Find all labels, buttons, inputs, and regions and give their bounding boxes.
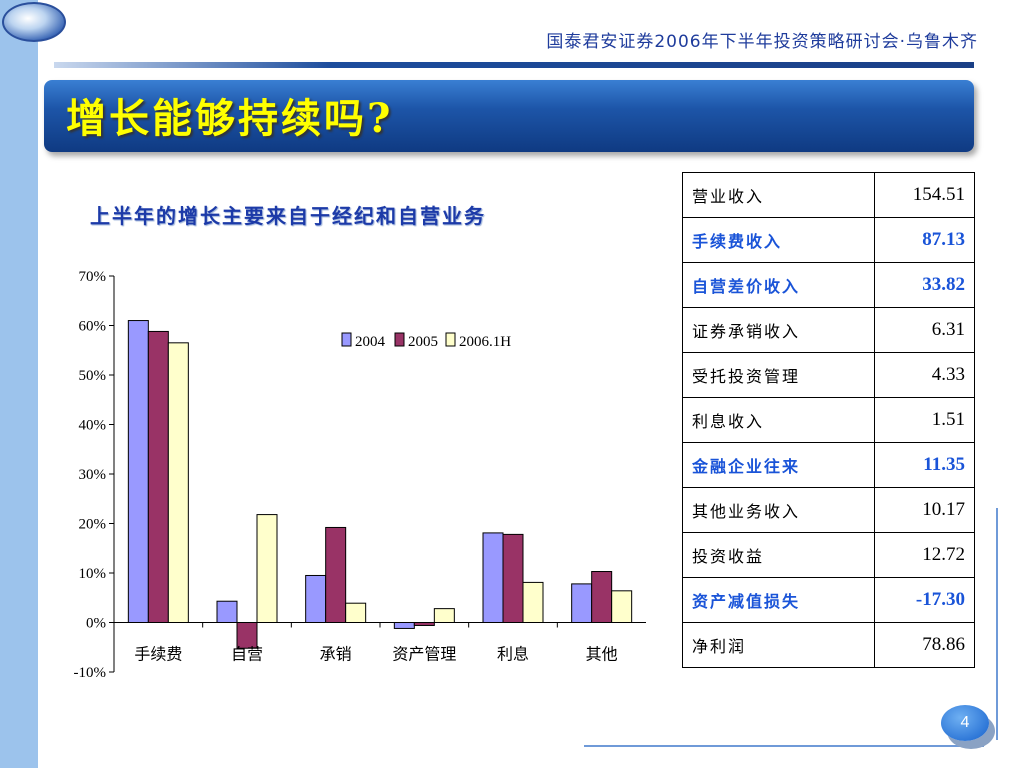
table-row: 其他业务收入 10.17	[682, 487, 975, 533]
table-row-label: 金融企业往来	[682, 442, 875, 488]
table-row: 净利润 78.86	[682, 622, 975, 668]
table-row: 证券承销收入 6.31	[682, 307, 975, 353]
y-tick-label: 40%	[79, 418, 107, 434]
table-row-label: 资产减值损失	[682, 577, 875, 623]
table-row: 手续费收入 87.13	[682, 217, 975, 263]
table-row: 资产减值损失 -17.30	[682, 577, 975, 623]
legend-label: 2006.1H	[459, 334, 511, 350]
table-row-label: 营业收入	[682, 172, 875, 218]
bar-2005-手续费	[147, 330, 169, 623]
table-row: 投资收益 12.72	[682, 532, 975, 578]
table-row-label: 自营差价收入	[682, 262, 875, 308]
table-row-value: 78.86	[874, 622, 975, 668]
legend-swatch-2005	[394, 332, 405, 347]
table-row-label: 证券承销收入	[682, 307, 875, 353]
y-tick-label: -10%	[74, 665, 107, 681]
bar-2005-利息	[502, 533, 524, 624]
table-row-label: 投资收益	[682, 532, 875, 578]
bar-2004-资产管理	[393, 622, 415, 629]
title-banner	[44, 80, 974, 152]
x-category-label: 资产管理	[392, 645, 456, 664]
slide-title: 增长能够持续吗?	[66, 95, 394, 142]
x-category-label: 承销	[320, 645, 352, 664]
table-row: 营业收入 154.51	[682, 172, 975, 218]
y-tick-label: 50%	[79, 368, 107, 384]
x-category-label: 自营	[231, 645, 263, 664]
conference-header: 国泰君安证券2006年下半年投资策略研讨会·乌鲁木齐	[546, 32, 978, 52]
y-tick-label: 30%	[79, 467, 107, 483]
bar-2006.1H-利息	[522, 581, 544, 624]
table-row-value: 4.33	[874, 352, 975, 398]
table-row-value: 87.13	[874, 217, 975, 263]
table-row-value: -17.30	[874, 577, 975, 623]
legend-swatch-2006.1H	[445, 332, 456, 347]
legend-label: 2005	[408, 334, 438, 350]
y-tick-label: 20%	[79, 517, 107, 533]
table-row-value: 6.31	[874, 307, 975, 353]
bar-2004-承销	[305, 574, 327, 623]
bar-2006.1H-自营	[256, 514, 278, 624]
table-row-label: 净利润	[682, 622, 875, 668]
table-row-label: 手续费收入	[682, 217, 875, 263]
y-tick-label: 0%	[86, 616, 106, 632]
legend-label: 2004	[355, 334, 386, 350]
table-row: 受托投资管理 4.33	[682, 352, 975, 398]
bar-2004-手续费	[127, 320, 149, 623]
table-row-label: 受托投资管理	[682, 352, 875, 398]
bar-2006.1H-承销	[345, 602, 367, 624]
bar-2004-其他	[571, 583, 593, 624]
bar-2006.1H-手续费	[167, 342, 189, 623]
table-row-value: 33.82	[874, 262, 975, 308]
revenue-table: 营业收入 154.51 手续费收入 87.13 自营差价收入 33.82 证券承销收入 6.3…	[682, 172, 975, 668]
table-row: 金融企业往来 11.35	[682, 442, 975, 488]
left-decoration-bar	[0, 0, 38, 768]
header-divider	[54, 62, 974, 68]
y-tick-label: 10%	[79, 566, 107, 582]
table-row-value: 11.35	[874, 442, 975, 488]
decorative-vertical-line	[996, 508, 998, 740]
bar-2006.1H-其他	[611, 590, 633, 624]
company-logo	[2, 2, 66, 42]
table-row-value: 1.51	[874, 397, 975, 443]
x-category-label: 手续费	[134, 645, 182, 664]
bar-2005-其他	[591, 571, 613, 624]
x-category-label: 其他	[586, 645, 618, 664]
bar-2005-承销	[325, 526, 347, 624]
legend-swatch-2004	[341, 332, 352, 347]
decorative-bottom-line	[584, 745, 984, 747]
bar-2006.1H-资产管理	[433, 608, 455, 624]
table-row-value: 10.17	[874, 487, 975, 533]
table-row-label: 利息收入	[682, 397, 875, 443]
x-category-label: 利息	[497, 645, 529, 664]
y-tick-label: 60%	[79, 319, 107, 335]
page-number-badge: 4	[941, 705, 989, 741]
y-tick-label: 70%	[79, 269, 107, 285]
table-row-value: 154.51	[874, 172, 975, 218]
bar-2004-利息	[482, 532, 504, 624]
bar-2004-自营	[216, 600, 238, 624]
table-row-label: 其他业务收入	[682, 487, 875, 533]
table-row-value: 12.72	[874, 532, 975, 578]
chart-title: 上半年的增长主要来自于经纪和自营业务	[90, 204, 486, 228]
table-row: 利息收入 1.51	[682, 397, 975, 443]
table-row: 自营差价收入 33.82	[682, 262, 975, 308]
